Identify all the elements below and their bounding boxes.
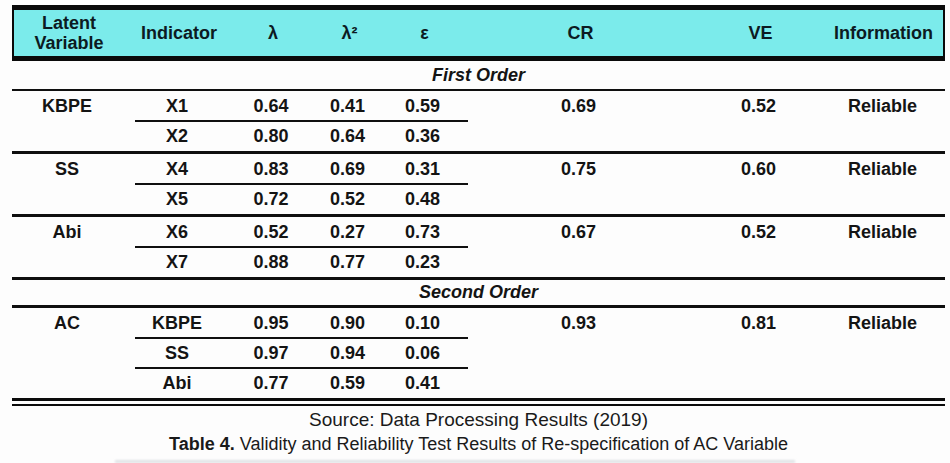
ve-cell: 0.52 — [697, 217, 820, 247]
col-header-epsilon: ε — [387, 10, 462, 56]
lambda-squared-cell: 0.69 — [310, 154, 385, 184]
col-header-ve: VE — [699, 10, 822, 56]
lambda-squared-cell: 0.59 — [310, 368, 385, 398]
lambda-squared-cell: 0.27 — [310, 217, 385, 247]
table-caption: Table 4. Validity and Reliability Test R… — [12, 433, 945, 455]
page: Latent Variable Indicator λ λ² ε CR VE I… — [0, 0, 950, 463]
ve-cell: 0.81 — [697, 308, 820, 338]
validity-reliability-table: Latent Variable Indicator λ λ² ε CR VE I… — [12, 5, 945, 455]
epsilon-cell: 0.41 — [385, 368, 460, 398]
table-bottom-double-rule — [12, 398, 945, 406]
cr-cell: 0.93 — [460, 308, 697, 338]
row-divider-line — [135, 246, 468, 248]
ve-cell: 0.52 — [697, 91, 820, 121]
lambda-squared-cell: 0.77 — [310, 247, 385, 277]
indicator-cell: X6 — [122, 217, 232, 247]
epsilon-cell: 0.23 — [385, 247, 460, 277]
col-header-cr: CR — [462, 10, 699, 56]
indicator-cell: X7 — [122, 247, 232, 277]
row-divider-line — [135, 367, 468, 369]
indicator-cell: KBPE — [122, 308, 232, 338]
information-cell: Reliable — [820, 217, 945, 247]
row-divider-line — [135, 337, 468, 339]
latent-variable-cell: KBPE — [12, 91, 122, 121]
row-divider-line — [135, 120, 468, 122]
epsilon-cell: 0.36 — [385, 121, 460, 151]
lambda-squared-cell: 0.94 — [310, 338, 385, 368]
cr-cell: 0.69 — [460, 91, 697, 121]
epsilon-cell: 0.10 — [385, 308, 460, 338]
lambda-squared-cell: 0.41 — [310, 91, 385, 121]
epsilon-cell: 0.59 — [385, 91, 460, 121]
indicator-cell: X5 — [122, 184, 232, 214]
lambda-cell: 0.97 — [232, 338, 310, 368]
information-cell: Reliable — [820, 154, 945, 184]
col-header-latent-variable: Latent Variable — [14, 10, 124, 56]
information-cell: Reliable — [820, 308, 945, 338]
table-caption-text: Validity and Reliability Test Results of… — [235, 434, 788, 454]
lambda-squared-cell: 0.90 — [310, 308, 385, 338]
lambda-cell: 0.95 — [232, 308, 310, 338]
group-abi: Abi X6 0.52 0.27 0.73 0.67 0.52 Reliable… — [12, 217, 945, 280]
cr-cell: 0.75 — [460, 154, 697, 184]
group-ss: SS X4 0.83 0.69 0.31 0.75 0.60 Reliable … — [12, 154, 945, 217]
cr-cell: 0.67 — [460, 217, 697, 247]
col-header-information: Information — [822, 10, 945, 56]
epsilon-cell: 0.73 — [385, 217, 460, 247]
section-title-first-order: First Order — [12, 61, 945, 91]
indicator-cell: SS — [122, 338, 232, 368]
lambda-cell: 0.77 — [232, 368, 310, 398]
lambda-cell: 0.64 — [232, 91, 310, 121]
lambda-squared-cell: 0.52 — [310, 184, 385, 214]
latent-variable-cell: SS — [12, 154, 122, 184]
latent-variable-cell: AC — [12, 308, 122, 338]
group-kbpe: KBPE X1 0.64 0.41 0.59 0.69 0.52 Reliabl… — [12, 91, 945, 154]
row-divider-line — [135, 183, 468, 185]
lambda-cell: 0.88 — [232, 247, 310, 277]
col-header-lambda: λ — [234, 10, 312, 56]
section-title-second-order: Second Order — [12, 280, 945, 308]
lambda-cell: 0.52 — [232, 217, 310, 247]
lambda-cell: 0.83 — [232, 154, 310, 184]
epsilon-cell: 0.48 — [385, 184, 460, 214]
group-ac: AC KBPE 0.95 0.90 0.10 0.93 0.81 Reliabl… — [12, 308, 945, 398]
latent-variable-cell: Abi — [12, 217, 122, 247]
epsilon-cell: 0.06 — [385, 338, 460, 368]
col-header-lambda-squared: λ² — [312, 10, 387, 56]
table-caption-label: Table 4. — [169, 434, 235, 454]
source-note: Source: Data Processing Results (2019) — [12, 409, 945, 430]
epsilon-cell: 0.31 — [385, 154, 460, 184]
lambda-cell: 0.72 — [232, 184, 310, 214]
indicator-cell: X2 — [122, 121, 232, 151]
ve-cell: 0.60 — [697, 154, 820, 184]
indicator-cell: Abi — [122, 368, 232, 398]
lambda-squared-cell: 0.64 — [310, 121, 385, 151]
indicator-cell: X1 — [122, 91, 232, 121]
lambda-cell: 0.80 — [232, 121, 310, 151]
table-header-row: Latent Variable Indicator λ λ² ε CR VE I… — [12, 5, 945, 61]
information-cell: Reliable — [820, 91, 945, 121]
col-header-indicator: Indicator — [124, 10, 234, 56]
indicator-cell: X4 — [122, 154, 232, 184]
